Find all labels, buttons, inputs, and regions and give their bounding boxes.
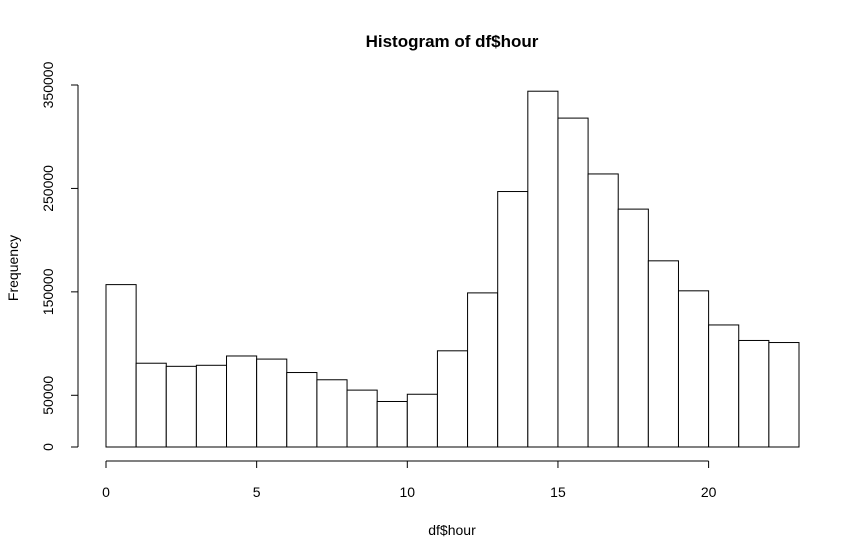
y-tick-label: 50000 (40, 376, 56, 415)
histogram-bar (708, 324, 740, 448)
histogram-bar (406, 393, 438, 448)
histogram-bar (105, 284, 137, 448)
histogram-bar (677, 290, 710, 448)
x-axis: 0 5 10 15 20 (102, 460, 717, 500)
histogram-bar (346, 389, 378, 448)
histogram-bar (436, 350, 469, 448)
histogram-bar (647, 260, 679, 448)
histogram-bar (587, 173, 619, 448)
histogram-bar (738, 339, 770, 448)
histogram-bar (617, 208, 649, 448)
histogram-bar (165, 365, 197, 448)
x-tick-label: 15 (550, 484, 566, 500)
histogram-bar (467, 292, 499, 448)
x-tick-label: 10 (400, 484, 416, 500)
histogram-bar (316, 379, 348, 448)
histogram-bar (195, 364, 228, 448)
bars-group (105, 90, 800, 448)
histogram-bar (256, 358, 288, 448)
y-axis-label: Frequency (5, 235, 21, 301)
histogram-bar (768, 342, 800, 448)
histogram-bar (226, 355, 258, 448)
y-tick-label: 250000 (40, 165, 56, 212)
histogram-bar (376, 400, 408, 448)
x-tick-label: 5 (253, 484, 261, 500)
histogram-bar (135, 362, 167, 448)
y-tick-label: 150000 (40, 268, 56, 315)
histogram-bar (497, 191, 529, 448)
x-tick-label: 20 (701, 484, 717, 500)
y-tick-label: 0 (40, 443, 56, 451)
x-axis-label: df$hour (428, 522, 476, 538)
x-tick-label: 0 (102, 484, 110, 500)
chart-title: Histogram of df$hour (366, 32, 539, 51)
histogram-bar (557, 117, 589, 448)
y-axis: 0 50000 150000 250000 350000 (40, 61, 79, 451)
y-tick-label: 350000 (40, 61, 56, 108)
histogram-bar (527, 90, 559, 448)
histogram-bar (286, 372, 318, 448)
